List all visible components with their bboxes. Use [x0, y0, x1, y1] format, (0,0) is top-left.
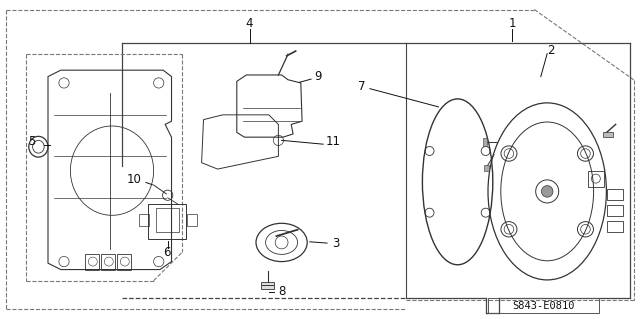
- Text: 1: 1: [508, 18, 516, 30]
- Text: 10: 10: [126, 173, 141, 186]
- Bar: [85, 254, 99, 270]
- Text: 5: 5: [28, 136, 36, 148]
- Bar: [483, 138, 487, 146]
- Text: S843-E0810: S843-E0810: [512, 300, 575, 311]
- Text: 6: 6: [163, 246, 170, 258]
- Bar: [588, 171, 604, 187]
- Text: 11: 11: [325, 136, 340, 148]
- Text: 4: 4: [246, 17, 253, 30]
- Text: 2: 2: [547, 44, 554, 57]
- Text: 3: 3: [332, 237, 339, 249]
- Bar: [101, 254, 115, 270]
- Bar: [261, 282, 274, 289]
- Text: 7: 7: [358, 80, 365, 93]
- Bar: [187, 214, 197, 226]
- Bar: [603, 132, 613, 137]
- Bar: [484, 165, 489, 171]
- Bar: [156, 208, 179, 232]
- Bar: [607, 189, 623, 200]
- Bar: [607, 205, 623, 216]
- Text: 9: 9: [314, 70, 322, 83]
- Text: 8: 8: [278, 286, 285, 298]
- Bar: [607, 221, 623, 232]
- Bar: [488, 298, 599, 313]
- Bar: [139, 214, 149, 226]
- Bar: [117, 254, 131, 270]
- Bar: [148, 204, 186, 239]
- Circle shape: [541, 186, 553, 197]
